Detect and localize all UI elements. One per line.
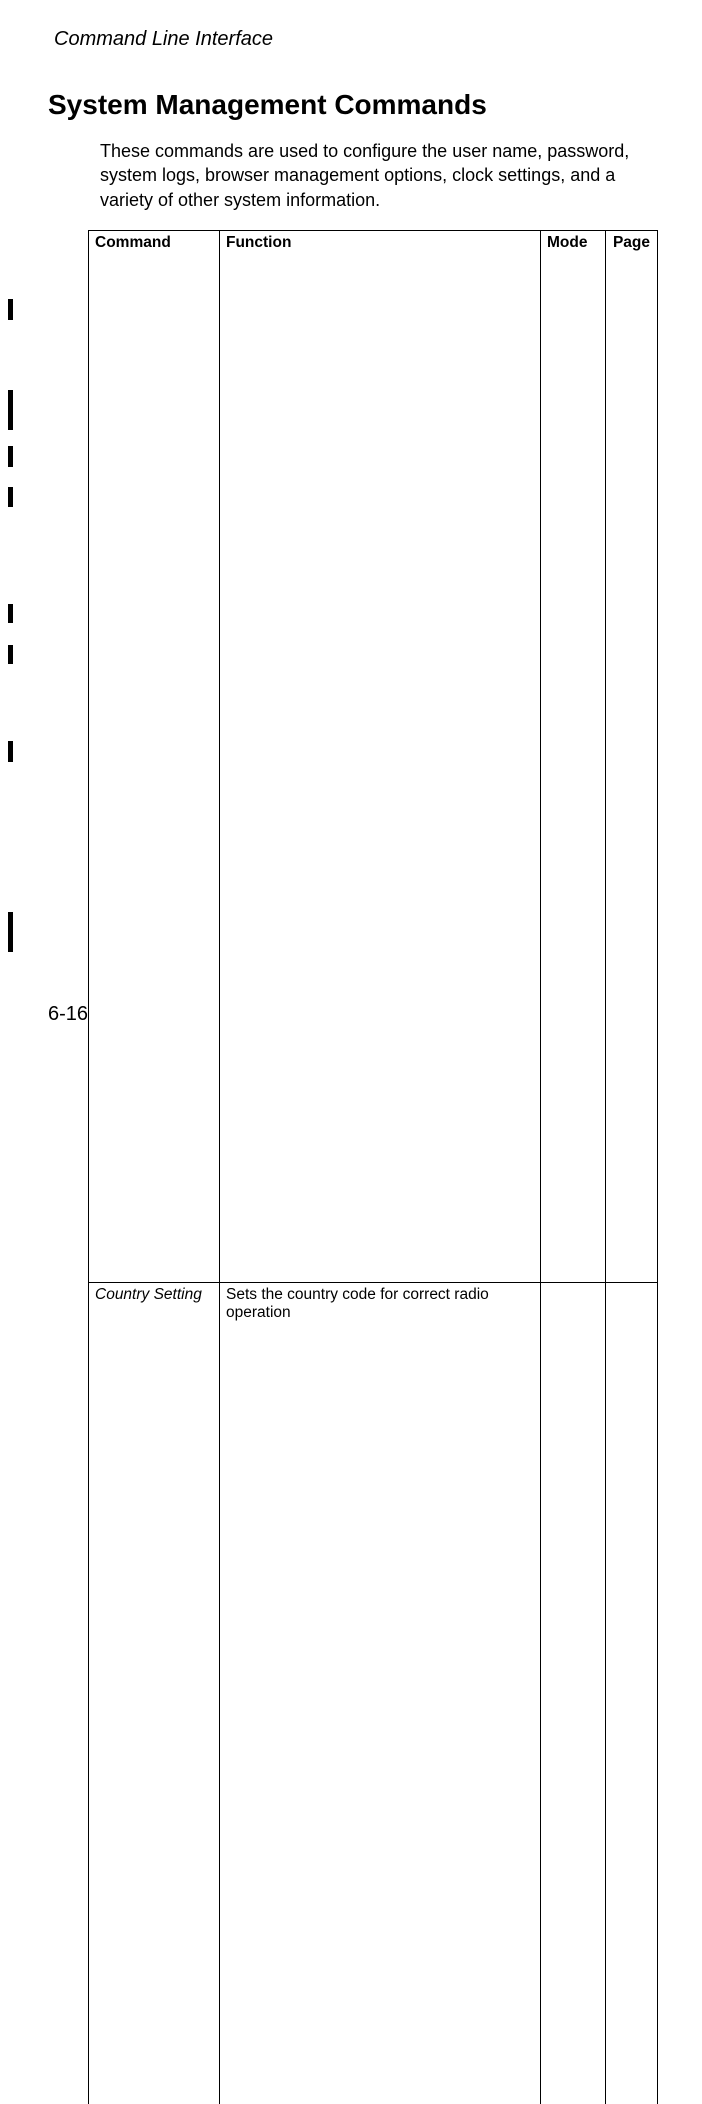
change-bar bbox=[8, 299, 13, 320]
commands-table: Command Function Mode Page Country Setti… bbox=[88, 230, 658, 2104]
change-bar bbox=[8, 390, 13, 430]
page: Command Line Interface System Management… bbox=[0, 0, 702, 1052]
page-title: System Management Commands bbox=[48, 89, 654, 121]
col-command: Command bbox=[89, 230, 220, 1282]
change-bar bbox=[8, 446, 13, 467]
section-label: Country Setting bbox=[89, 1282, 220, 2104]
change-bar bbox=[8, 741, 13, 762]
table-header-row: Command Function Mode Page bbox=[89, 230, 658, 1282]
change-bar bbox=[8, 912, 13, 952]
col-page: Page bbox=[606, 230, 658, 1282]
change-bar bbox=[8, 604, 13, 623]
command-page bbox=[606, 1282, 658, 2104]
command-mode bbox=[541, 1282, 606, 2104]
intro-paragraph: These commands are used to configure the… bbox=[100, 139, 640, 212]
change-bar bbox=[8, 487, 13, 507]
col-function: Function bbox=[220, 230, 541, 1282]
col-mode: Mode bbox=[541, 230, 606, 1282]
table-row: Country SettingSets the country code for… bbox=[89, 1282, 658, 2104]
page-number: 6-16 bbox=[48, 1003, 88, 1026]
running-head: Command Line Interface bbox=[54, 28, 654, 51]
change-bar bbox=[8, 645, 13, 664]
command-function: Sets the country code for correct radio … bbox=[220, 1282, 541, 2104]
